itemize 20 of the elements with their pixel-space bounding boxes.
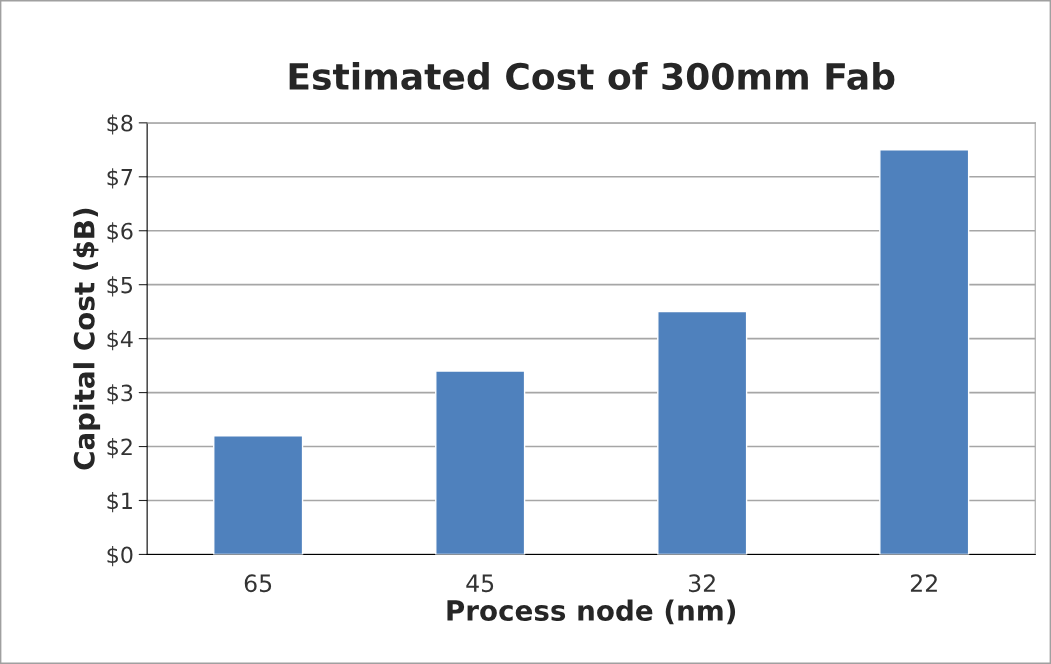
y-tick-label: $5 [107, 276, 132, 297]
x-tick-label: 45 [466, 574, 494, 593]
y-tick-label: $1 [107, 492, 132, 513]
bar [213, 435, 304, 555]
y-tick-label: $8 [107, 114, 133, 135]
bar [657, 310, 748, 555]
x-axis-title: Process node (nm) [447, 599, 736, 625]
y-tick-label: $6 [107, 222, 133, 243]
y-tick-label: $3 [107, 384, 133, 405]
chart-title: Estimated Cost of 300mm Fab [289, 62, 895, 91]
y-axis-title: Capital Cost ($B) [73, 208, 101, 470]
bar [879, 149, 970, 555]
x-tick-label: 32 [688, 574, 715, 593]
y-tick-label: $7 [107, 168, 133, 189]
x-tick-label: 65 [244, 574, 272, 593]
y-tick-label: $4 [107, 330, 133, 351]
bar [435, 370, 526, 555]
x-tick-label: 22 [910, 574, 937, 592]
y-tick-label: $0 [107, 546, 133, 567]
y-tick-label: $2 [107, 438, 132, 459]
